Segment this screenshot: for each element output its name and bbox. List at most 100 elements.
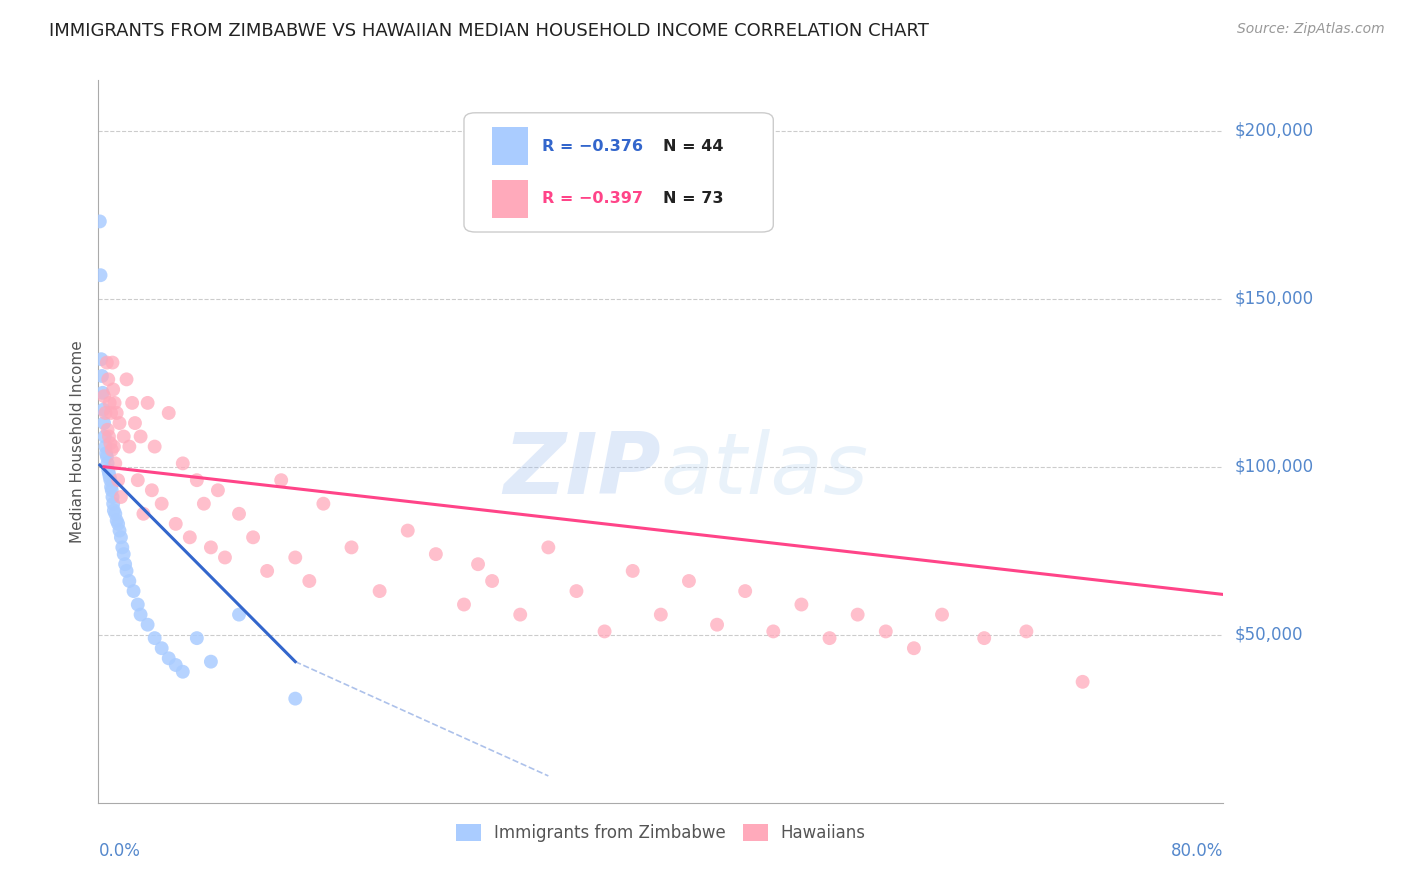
Point xyxy=(214,550,236,565)
Point xyxy=(94,406,117,420)
Point xyxy=(1015,624,1038,639)
Point xyxy=(96,456,120,470)
Point xyxy=(105,406,128,420)
Point xyxy=(340,541,363,555)
Point xyxy=(298,574,321,588)
Point xyxy=(157,651,180,665)
Point xyxy=(98,436,122,450)
Point xyxy=(734,584,756,599)
Point xyxy=(104,456,127,470)
Point xyxy=(96,423,120,437)
Point xyxy=(593,624,616,639)
Text: R = −0.397: R = −0.397 xyxy=(541,191,643,206)
Point xyxy=(179,530,201,544)
Point xyxy=(129,607,152,622)
Point xyxy=(165,516,187,531)
Point xyxy=(256,564,278,578)
Point xyxy=(101,490,124,504)
Point xyxy=(228,507,250,521)
Point xyxy=(150,641,173,656)
Point xyxy=(903,641,925,656)
Point xyxy=(100,480,122,494)
Point xyxy=(136,617,159,632)
Point xyxy=(172,665,194,679)
Point xyxy=(132,507,155,521)
Point xyxy=(98,473,122,487)
Point xyxy=(118,440,141,454)
Point xyxy=(89,214,111,228)
Point xyxy=(453,598,475,612)
Point xyxy=(101,483,124,498)
Point xyxy=(537,541,560,555)
Text: atlas: atlas xyxy=(661,429,869,512)
Point xyxy=(107,473,129,487)
Point xyxy=(172,456,194,470)
Point xyxy=(112,547,135,561)
Text: $200,000: $200,000 xyxy=(1234,121,1313,140)
Bar xyxy=(492,180,529,218)
Point xyxy=(107,516,129,531)
Legend: Immigrants from Zimbabwe, Hawaiians: Immigrants from Zimbabwe, Hawaiians xyxy=(449,817,873,848)
Point xyxy=(650,607,672,622)
Point xyxy=(104,507,127,521)
Point xyxy=(90,352,112,367)
Point xyxy=(706,617,728,632)
Point xyxy=(115,372,138,386)
Point xyxy=(98,470,121,484)
Point xyxy=(104,396,127,410)
Point xyxy=(193,497,215,511)
Point xyxy=(93,429,117,443)
Text: ZIP: ZIP xyxy=(503,429,661,512)
Point xyxy=(1071,674,1094,689)
Point xyxy=(368,584,391,599)
Point xyxy=(846,607,869,622)
Point xyxy=(121,396,143,410)
Point xyxy=(103,383,125,397)
Point xyxy=(396,524,419,538)
Point xyxy=(678,574,700,588)
Point xyxy=(91,385,114,400)
Point xyxy=(100,406,122,420)
Point xyxy=(284,691,307,706)
Point xyxy=(143,631,166,645)
Point xyxy=(101,355,124,369)
Point xyxy=(108,416,131,430)
Point xyxy=(141,483,163,498)
Point xyxy=(467,558,489,572)
Point xyxy=(127,598,149,612)
Point xyxy=(200,655,222,669)
Point xyxy=(97,463,120,477)
Point xyxy=(98,467,121,481)
Point xyxy=(129,429,152,443)
Point xyxy=(111,541,134,555)
Point xyxy=(115,564,138,578)
Point xyxy=(186,473,208,487)
Point xyxy=(90,369,114,384)
Point xyxy=(565,584,588,599)
Point xyxy=(93,389,115,403)
Text: Source: ZipAtlas.com: Source: ZipAtlas.com xyxy=(1237,22,1385,37)
Text: IMMIGRANTS FROM ZIMBABWE VS HAWAIIAN MEDIAN HOUSEHOLD INCOME CORRELATION CHART: IMMIGRANTS FROM ZIMBABWE VS HAWAIIAN MED… xyxy=(49,22,929,40)
Point xyxy=(124,416,146,430)
Bar xyxy=(492,128,529,165)
Point xyxy=(103,503,125,517)
Point xyxy=(621,564,644,578)
FancyBboxPatch shape xyxy=(464,112,773,232)
Point xyxy=(157,406,180,420)
Text: N = 73: N = 73 xyxy=(664,191,724,206)
Point xyxy=(762,624,785,639)
Point xyxy=(114,558,136,572)
Text: $100,000: $100,000 xyxy=(1234,458,1313,475)
Point xyxy=(973,631,995,645)
Point xyxy=(118,574,141,588)
Point xyxy=(270,473,292,487)
Point xyxy=(93,402,115,417)
Point xyxy=(127,473,149,487)
Point xyxy=(103,440,125,454)
Point xyxy=(200,541,222,555)
Y-axis label: Median Household Income: Median Household Income xyxy=(69,340,84,543)
Point xyxy=(112,429,135,443)
Point xyxy=(96,355,118,369)
Point xyxy=(122,584,145,599)
Point xyxy=(96,450,118,464)
